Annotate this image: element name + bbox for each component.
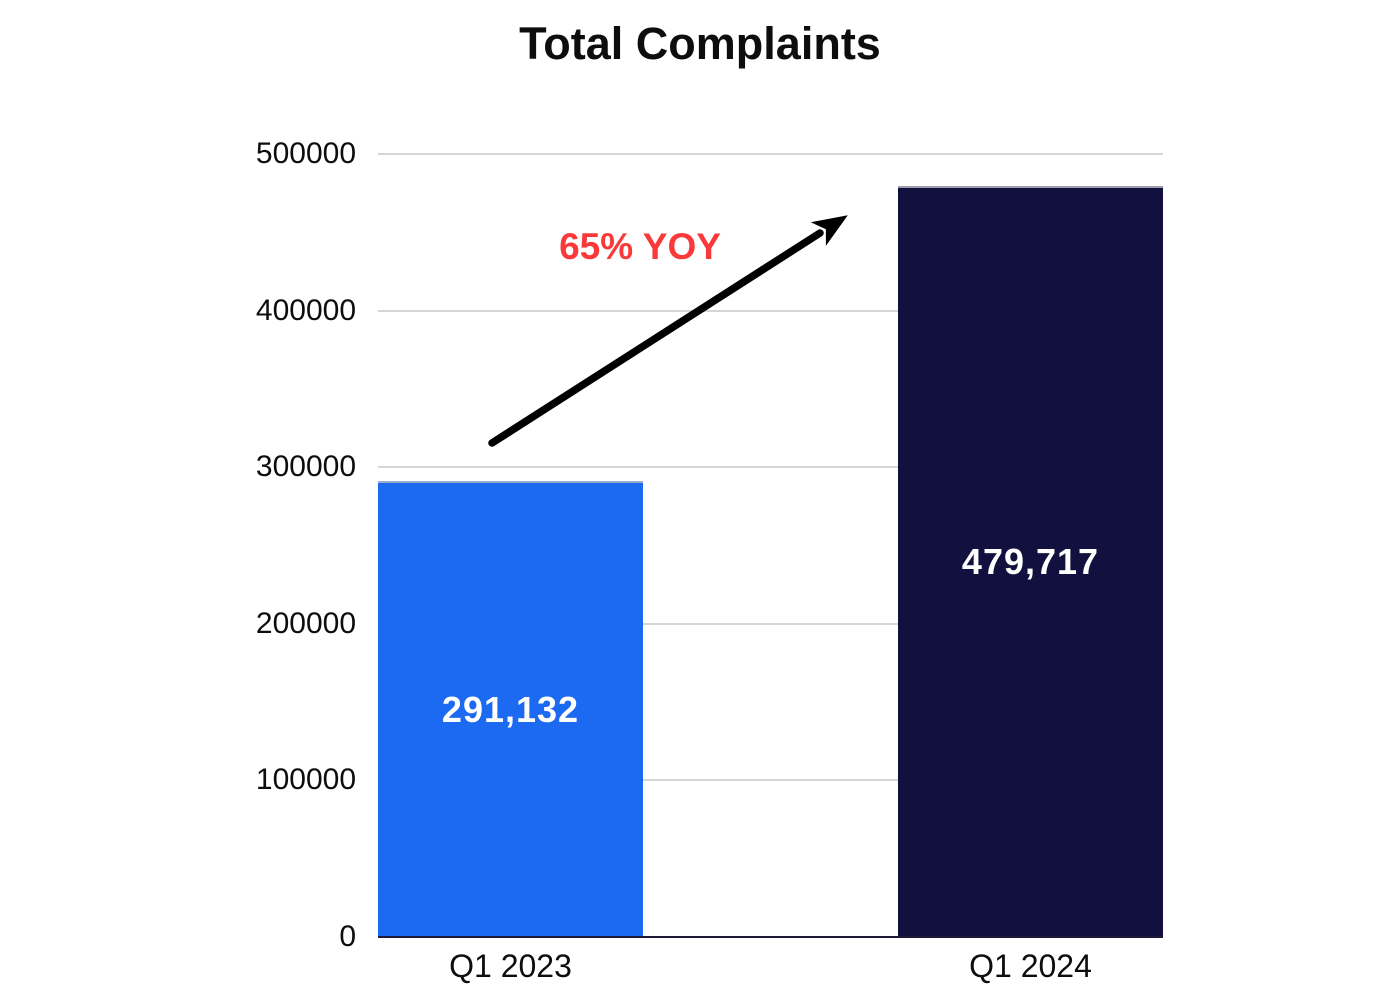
y-tick-0: 0 bbox=[339, 920, 356, 953]
y-tick-100000: 100000 bbox=[255, 763, 356, 797]
bar-q1-2023: 291,132 bbox=[378, 481, 643, 937]
bar-q1-2023-value-label: 291,132 bbox=[441, 689, 580, 731]
bar-q1-2024: 479,717 bbox=[898, 185, 1163, 937]
x-label-q1-2024: Q1 2024 bbox=[969, 948, 1092, 984]
gridline-100000 bbox=[378, 779, 1163, 782]
plot-area: 291,132 479,717 bbox=[378, 153, 1163, 938]
x-axis-line bbox=[378, 936, 1163, 938]
x-label-q1-2023: Q1 2023 bbox=[449, 948, 572, 984]
chart-title: Total Complaints bbox=[519, 18, 881, 69]
gridline-200000 bbox=[378, 622, 1163, 625]
y-tick-500000: 500000 bbox=[255, 137, 356, 170]
y-tick-300000: 300000 bbox=[255, 450, 356, 484]
gridline-300000 bbox=[378, 466, 1163, 469]
yoy-annotation: 65% YOY bbox=[559, 226, 721, 267]
y-axis-tick-labels: 0 100000 200000 300000 400000 500000 bbox=[0, 139, 356, 952]
y-tick-200000: 200000 bbox=[255, 606, 356, 640]
gridline-500000 bbox=[378, 153, 1163, 155]
bar-q1-2024-value-label: 479,717 bbox=[961, 541, 1100, 583]
y-tick-400000: 400000 bbox=[255, 293, 356, 327]
